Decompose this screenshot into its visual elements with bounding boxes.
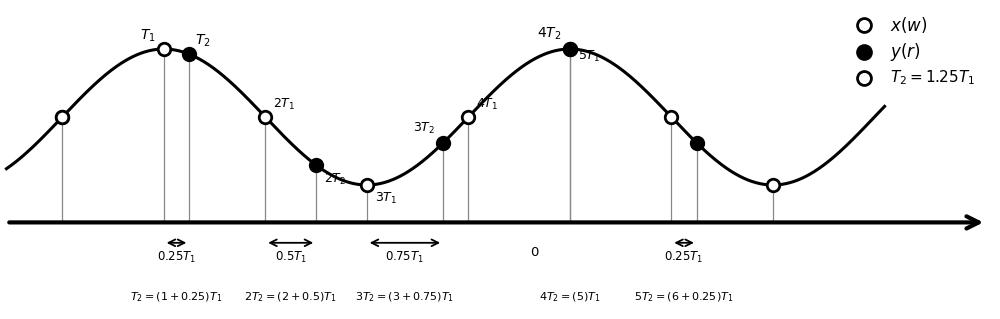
Text: $T_2$: $T_2$ — [195, 32, 211, 49]
Text: $2T_1$: $2T_1$ — [273, 96, 296, 112]
Text: $0$: $0$ — [530, 246, 539, 259]
Text: $0.75T_1$: $0.75T_1$ — [385, 249, 424, 265]
Text: $2T_2=(2+0.5)T_1$: $2T_2=(2+0.5)T_1$ — [244, 290, 337, 304]
Text: $3T_2=(3+0.75)T_1$: $3T_2=(3+0.75)T_1$ — [355, 290, 454, 304]
Text: $5T_2=(6+0.25)T_1$: $5T_2=(6+0.25)T_1$ — [634, 290, 734, 304]
Text: $3T_1$: $3T_1$ — [375, 190, 397, 205]
Text: $4T_2=(5)T_1$: $4T_2=(5)T_1$ — [539, 290, 601, 304]
Text: $T_1$: $T_1$ — [140, 27, 156, 44]
Text: $5T_1$: $5T_1$ — [578, 49, 600, 64]
Text: $x(w)$: $x(w)$ — [890, 15, 927, 35]
Text: $4T_2$: $4T_2$ — [537, 26, 562, 42]
Text: $0.25T_1$: $0.25T_1$ — [157, 249, 196, 265]
Text: $3T_2$: $3T_2$ — [413, 121, 435, 136]
Text: $0.25T_1$: $0.25T_1$ — [664, 249, 704, 265]
Text: $T_2=1.25T_1$: $T_2=1.25T_1$ — [890, 68, 975, 87]
Text: $T_2=(1+0.25)T_1$: $T_2=(1+0.25)T_1$ — [130, 290, 223, 304]
Text: $0.5T_1$: $0.5T_1$ — [275, 249, 307, 265]
Text: $y(r)$: $y(r)$ — [890, 41, 920, 63]
Text: $2T_2$: $2T_2$ — [324, 172, 346, 187]
Text: $4T_1$: $4T_1$ — [476, 96, 499, 112]
